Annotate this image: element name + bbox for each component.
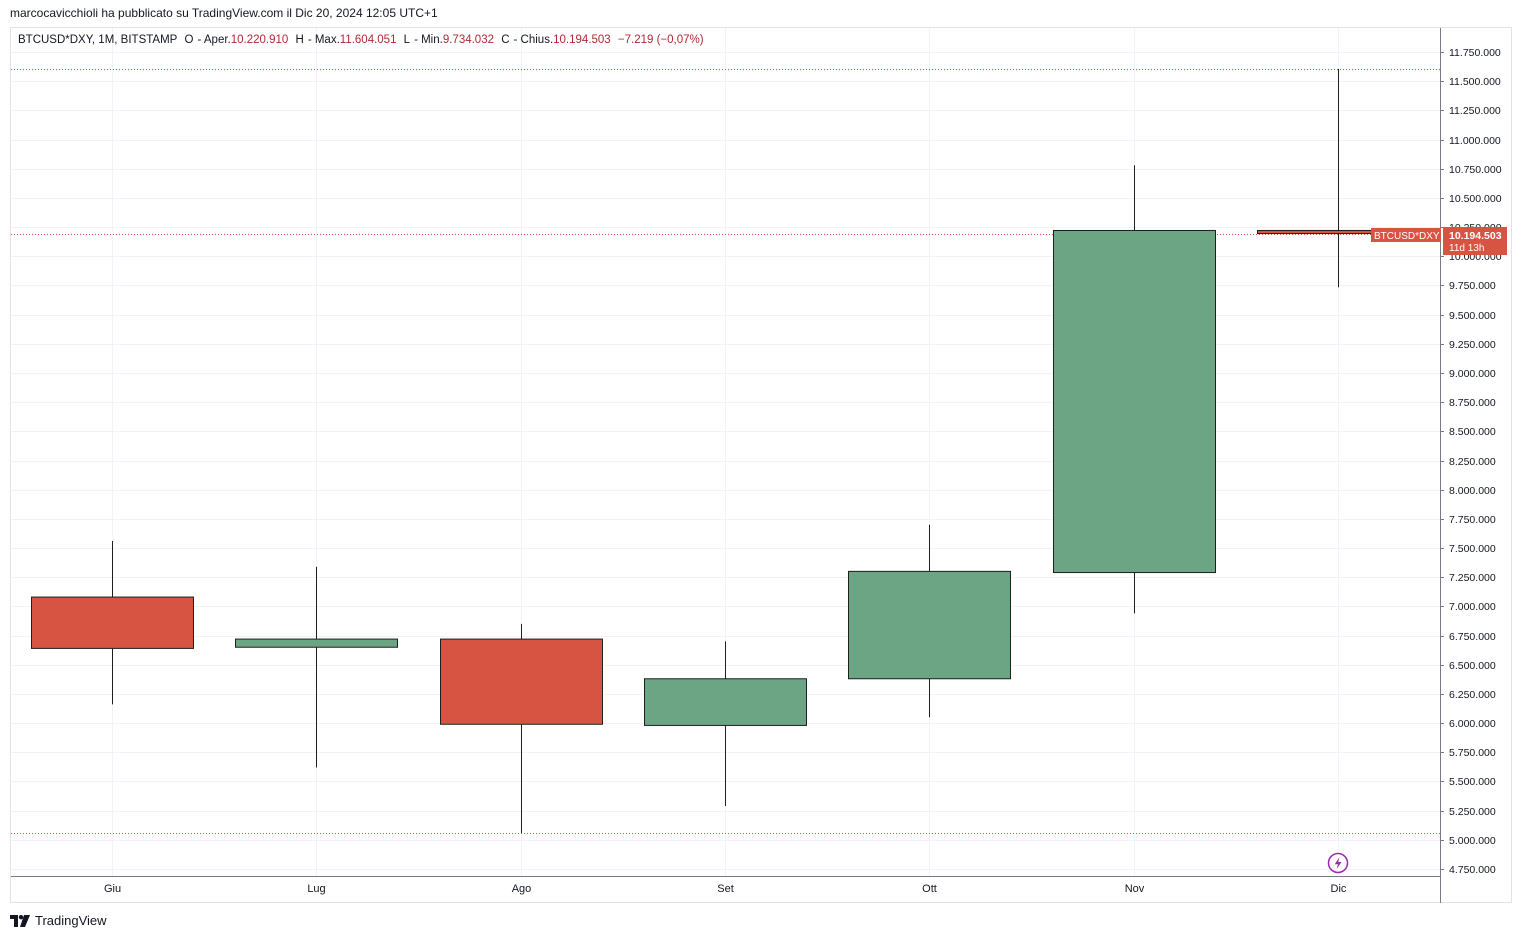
y-tick-label: 5.750.000	[1449, 747, 1496, 759]
legend-open-key: O	[184, 34, 194, 46]
y-tick-label: 11.500.000	[1449, 76, 1501, 88]
legend-low-value: 9.734.032	[442, 34, 494, 46]
legend-open-label: - Aper.	[197, 34, 231, 46]
y-tick-label: 5.250.000	[1449, 806, 1496, 818]
y-tick-label: 10.750.000	[1449, 164, 1502, 176]
y-tick-label: 6.250.000	[1449, 689, 1496, 701]
candles	[31, 69, 1420, 833]
y-tick-label: 6.500.000	[1449, 660, 1496, 672]
y-tick-label: 8.500.000	[1449, 426, 1496, 438]
candle-body	[440, 638, 603, 725]
legend-high-value: 11.604.051	[339, 34, 397, 46]
footer: TradingView	[10, 913, 107, 928]
legend-close-value: 10.194.503	[553, 34, 611, 46]
y-tick-label: 7.500.000	[1449, 543, 1496, 555]
legend-symbol[interactable]: BTCUSD*DXY, 1M, BITSTAMP	[18, 34, 178, 46]
y-tick-label: 6.000.000	[1449, 718, 1496, 730]
lightning-icon[interactable]	[1327, 852, 1349, 874]
y-tick-label: 11.750.000	[1449, 47, 1501, 59]
y-tick-label: 5.000.000	[1449, 835, 1496, 847]
legend-high-key: H	[295, 34, 304, 46]
candle-body	[235, 638, 398, 648]
legend-low-key: L	[403, 34, 411, 46]
x-tick-label: Ott	[922, 883, 937, 895]
tradingview-logo-icon	[10, 914, 30, 927]
last-price-symbol-tag	[1371, 228, 1441, 242]
candle-body	[31, 596, 194, 649]
y-tick-label: 7.750.000	[1449, 514, 1496, 526]
y-tick-label: 8.000.000	[1449, 485, 1496, 497]
y-tick-label: 11.250.000	[1449, 105, 1501, 117]
legend-open-value: 10.220.910	[230, 34, 289, 46]
x-tick-label: Giu	[104, 883, 121, 895]
last-price-value: 10.194.503	[1449, 230, 1502, 242]
candle-body	[848, 570, 1011, 680]
publish-note: marcocavicchioli ha pubblicato su Tradin…	[10, 6, 438, 20]
chart-frame	[10, 27, 1512, 903]
x-tick-label: Ago	[512, 883, 532, 895]
y-tick-label: 9.000.000	[1449, 368, 1496, 380]
y-tick-label: 10.500.000	[1449, 193, 1502, 205]
x-tick-label: Nov	[1125, 883, 1145, 895]
y-tick-label: 6.750.000	[1449, 631, 1496, 643]
x-tick-label: Lug	[307, 883, 325, 895]
reference-lines	[11, 69, 1440, 834]
legend-low-label: - Min.	[414, 34, 443, 46]
y-tick-label: 8.250.000	[1449, 456, 1496, 468]
legend-high-label: - Max.	[307, 34, 340, 46]
chart-legend: BTCUSD*DXY, 1M, BITSTAMP O- Aper.10.220.…	[18, 34, 708, 46]
x-tick-label: Dic	[1331, 883, 1347, 895]
y-tick-label: 11.000.000	[1449, 135, 1501, 147]
legend-change: −7.219 (−0,07%)	[617, 34, 704, 46]
y-tick-label: 7.000.000	[1449, 601, 1496, 613]
last-price-tag: BTCUSD*DXY 10.194.503 11d 13h	[1371, 227, 1507, 255]
candle-body	[1053, 229, 1216, 574]
y-tick-label: 5.500.000	[1449, 776, 1496, 788]
last-price-symbol-text: BTCUSD*DXY	[1374, 231, 1440, 242]
candle-body	[644, 678, 807, 726]
y-tick-label: 8.750.000	[1449, 397, 1496, 409]
y-tick-label: 9.750.000	[1449, 280, 1496, 292]
y-tick-label: 4.750.000	[1449, 864, 1496, 876]
legend-close-key: C	[501, 34, 510, 46]
last-price-countdown: 11d 13h	[1449, 243, 1484, 254]
axes: 11.750.000 11.500.000 11.250.000 11.000.000…	[11, 28, 1502, 903]
y-tick-label: 7.250.000	[1449, 572, 1496, 584]
last-price-value-tag	[1443, 227, 1507, 255]
y-tick-label: 9.500.000	[1449, 310, 1496, 322]
legend-close-label: - Chius.	[513, 34, 554, 46]
x-tick-label: Set	[717, 883, 734, 895]
y-tick-label: 9.250.000	[1449, 339, 1496, 351]
footer-brand[interactable]: TradingView	[35, 913, 107, 928]
